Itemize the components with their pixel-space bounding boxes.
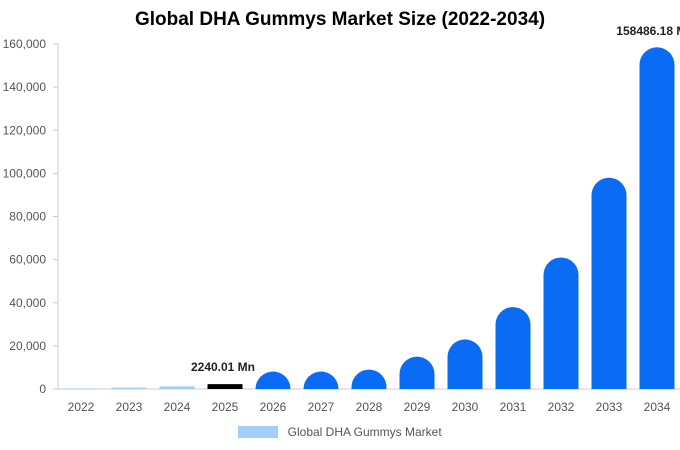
y-tick-label: 20,000: [9, 339, 46, 353]
bar-2032[interactable]: [543, 257, 579, 389]
bar-2034[interactable]: [639, 47, 675, 390]
x-tick-label: 2025: [212, 400, 239, 414]
x-tick-label: 2022: [68, 400, 95, 414]
x-tick-label: 2029: [404, 400, 431, 414]
legend-swatch: [238, 425, 279, 438]
x-tick-label: 2030: [452, 400, 479, 414]
data-label-2034: 158486.18 Mn: [616, 24, 680, 38]
bar-2029[interactable]: [399, 356, 435, 389]
x-tick-label: 2033: [596, 400, 623, 414]
y-tick-label: 60,000: [9, 253, 46, 267]
bar-2023[interactable]: [111, 387, 147, 389]
bar-2031[interactable]: [495, 307, 531, 389]
bar-2026[interactable]: [255, 371, 291, 390]
bar-2024[interactable]: [159, 386, 195, 389]
chart-title: Global DHA Gummys Market Size (2022-2034…: [134, 9, 546, 30]
x-tick-label: 2023: [116, 400, 143, 414]
y-tick-label: 0: [39, 382, 46, 396]
y-tick-label: 120,000: [3, 123, 47, 137]
bar-2027[interactable]: [303, 371, 339, 390]
bar-2022[interactable]: [63, 388, 99, 389]
x-tick-label: 2027: [308, 400, 335, 414]
y-tick-label: 160,000: [3, 37, 47, 51]
y-tick-label: 80,000: [9, 210, 46, 224]
y-tick-label: 140,000: [3, 80, 47, 94]
bar-2025[interactable]: [207, 384, 243, 389]
x-tick-label: 2032: [548, 400, 575, 414]
legend: Global DHA Gummys Market: [0, 424, 680, 439]
y-tick-label: 100,000: [3, 166, 47, 180]
bar-2028[interactable]: [351, 369, 387, 389]
x-tick-label: 2031: [500, 400, 527, 414]
x-tick-label: 2034: [644, 400, 671, 414]
x-tick-label: 2026: [260, 400, 287, 414]
x-tick-label: 2028: [356, 400, 383, 414]
legend-label: Global DHA Gummys Market: [287, 424, 442, 439]
bar-2030[interactable]: [447, 339, 483, 389]
x-tick-label: 2024: [164, 400, 191, 414]
data-label-2025: 2240.01 Mn: [191, 360, 255, 374]
bar-2033[interactable]: [591, 177, 627, 389]
y-tick-label: 40,000: [9, 296, 46, 310]
